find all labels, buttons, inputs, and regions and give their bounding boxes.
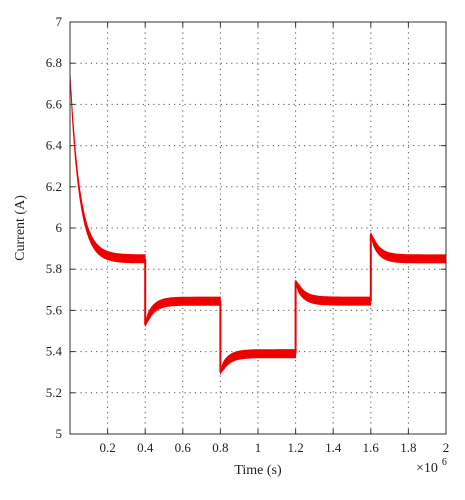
y-tick-labels: 5 5.2 5.4 5.6 5.8 6 6.2 6.4 6.6 6.8 7 — [46, 14, 63, 441]
x-tick-label: 0.2 — [99, 440, 115, 455]
x-axis-multiplier-exponent: 6 — [442, 457, 447, 468]
y-tick-label: 6.8 — [46, 55, 62, 70]
x-axis-multiplier: ×10 6 — [416, 457, 447, 476]
series-segment — [219, 349, 297, 376]
y-tick-label: 5.2 — [46, 385, 62, 400]
x-tick-label: 0.4 — [137, 440, 154, 455]
x-tick-label: 1.6 — [363, 440, 380, 455]
y-tick-label: 6.4 — [46, 138, 63, 153]
ticks — [70, 21, 447, 435]
x-axis-label: Time (s) — [234, 463, 282, 478]
x-tick-label: 1.2 — [287, 440, 303, 455]
x-tick-label: 0.8 — [212, 440, 228, 455]
y-tick-label: 7 — [56, 14, 63, 29]
y-tick-label: 5.8 — [46, 261, 62, 276]
x-tick-label: 0.6 — [175, 440, 192, 455]
y-axis-label: Current (A) — [13, 195, 28, 261]
series-segment — [295, 279, 372, 306]
x-tick-label: 1 — [255, 440, 262, 455]
y-tick-label: 5.6 — [46, 302, 63, 317]
y-tick-label: 6.2 — [46, 179, 62, 194]
y-tick-label: 5 — [56, 426, 63, 441]
x-tick-label: 1.4 — [325, 440, 342, 455]
x-tick-label: 2 — [443, 440, 450, 455]
y-tick-label: 5.4 — [46, 344, 63, 359]
x-tick-label: 1.8 — [400, 440, 416, 455]
x-tick-labels: 0.2 0.4 0.6 0.8 1 1.2 1.4 1.6 1.8 2 — [99, 440, 449, 455]
x-axis-multiplier-base: ×10 — [416, 461, 438, 476]
y-tick-label: 6 — [56, 220, 63, 235]
y-tick-label: 6.6 — [46, 96, 63, 111]
series-current — [69, 71, 447, 376]
